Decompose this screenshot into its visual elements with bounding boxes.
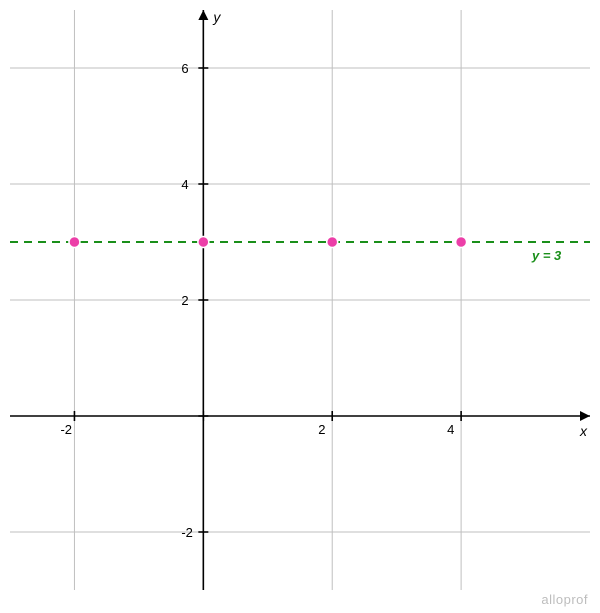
x-tick-label: 2 [318, 422, 325, 437]
x-axis-label: x [579, 423, 588, 439]
x-tick-label: -2 [60, 422, 72, 437]
watermark: alloprof [541, 592, 588, 607]
data-point [456, 237, 467, 248]
y-axis-label: y [212, 9, 221, 25]
y-tick-label: 6 [181, 61, 188, 76]
y-tick-label: 2 [181, 293, 188, 308]
coordinate-chart: -2 2 4 -2 2 4 6 x y y = 3 [0, 0, 600, 613]
function-label: y = 3 [531, 248, 562, 263]
x-axis-arrow [580, 411, 590, 421]
x-tick-label: 4 [447, 422, 454, 437]
y-tick-label: -2 [181, 525, 193, 540]
y-axis-arrow [198, 10, 208, 20]
data-point [327, 237, 338, 248]
data-point [198, 237, 209, 248]
data-point [69, 237, 80, 248]
y-tick-label: 4 [181, 177, 188, 192]
